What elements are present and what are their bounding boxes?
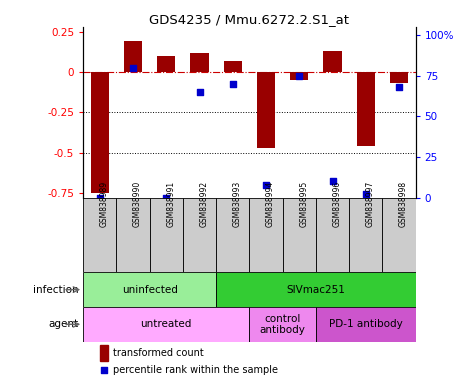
Bar xyxy=(100,345,108,361)
Bar xyxy=(190,53,209,72)
Text: agent: agent xyxy=(48,319,78,329)
FancyBboxPatch shape xyxy=(283,198,316,272)
Point xyxy=(295,73,303,79)
FancyBboxPatch shape xyxy=(150,198,183,272)
Title: GDS4235 / Mmu.6272.2.S1_at: GDS4235 / Mmu.6272.2.S1_at xyxy=(149,13,350,26)
Text: infection: infection xyxy=(32,285,78,295)
FancyBboxPatch shape xyxy=(349,198,382,272)
Bar xyxy=(124,41,142,72)
Text: untreated: untreated xyxy=(141,319,192,329)
Bar xyxy=(157,56,175,72)
FancyBboxPatch shape xyxy=(249,198,283,272)
Text: transformed count: transformed count xyxy=(113,348,204,358)
Text: GSM838994: GSM838994 xyxy=(266,180,275,227)
Point xyxy=(362,191,370,197)
Text: SIVmac251: SIVmac251 xyxy=(286,285,345,295)
Point xyxy=(100,367,107,373)
Point xyxy=(329,178,336,184)
Text: uninfected: uninfected xyxy=(122,285,178,295)
Bar xyxy=(390,72,408,83)
FancyBboxPatch shape xyxy=(83,198,116,272)
Point xyxy=(196,89,203,95)
FancyBboxPatch shape xyxy=(83,272,216,307)
Text: GSM838998: GSM838998 xyxy=(399,180,408,227)
Text: GSM838995: GSM838995 xyxy=(299,180,308,227)
Bar xyxy=(91,72,109,193)
FancyBboxPatch shape xyxy=(116,198,150,272)
Text: GSM838992: GSM838992 xyxy=(200,180,209,227)
Text: GSM838997: GSM838997 xyxy=(366,180,375,227)
FancyBboxPatch shape xyxy=(249,307,316,342)
FancyBboxPatch shape xyxy=(83,307,249,342)
FancyBboxPatch shape xyxy=(316,307,416,342)
Text: GSM838991: GSM838991 xyxy=(166,180,175,227)
Text: PD-1 antibody: PD-1 antibody xyxy=(329,319,403,329)
Text: GSM838989: GSM838989 xyxy=(100,180,109,227)
Bar xyxy=(323,51,342,72)
Point xyxy=(129,65,137,71)
Text: GSM838990: GSM838990 xyxy=(133,180,142,227)
Text: control
antibody: control antibody xyxy=(260,313,305,335)
Bar xyxy=(257,72,275,148)
Bar xyxy=(290,72,308,80)
Text: percentile rank within the sample: percentile rank within the sample xyxy=(113,365,278,375)
Bar xyxy=(224,61,242,72)
Point xyxy=(162,195,170,201)
FancyBboxPatch shape xyxy=(382,198,416,272)
FancyBboxPatch shape xyxy=(216,198,249,272)
FancyBboxPatch shape xyxy=(216,272,416,307)
Text: GSM838993: GSM838993 xyxy=(233,180,242,227)
Text: GSM838996: GSM838996 xyxy=(332,180,342,227)
Point xyxy=(395,84,403,90)
Point xyxy=(96,195,104,201)
FancyBboxPatch shape xyxy=(316,198,349,272)
FancyBboxPatch shape xyxy=(183,198,216,272)
Bar xyxy=(357,72,375,146)
Point xyxy=(229,81,237,87)
Point xyxy=(262,182,270,188)
